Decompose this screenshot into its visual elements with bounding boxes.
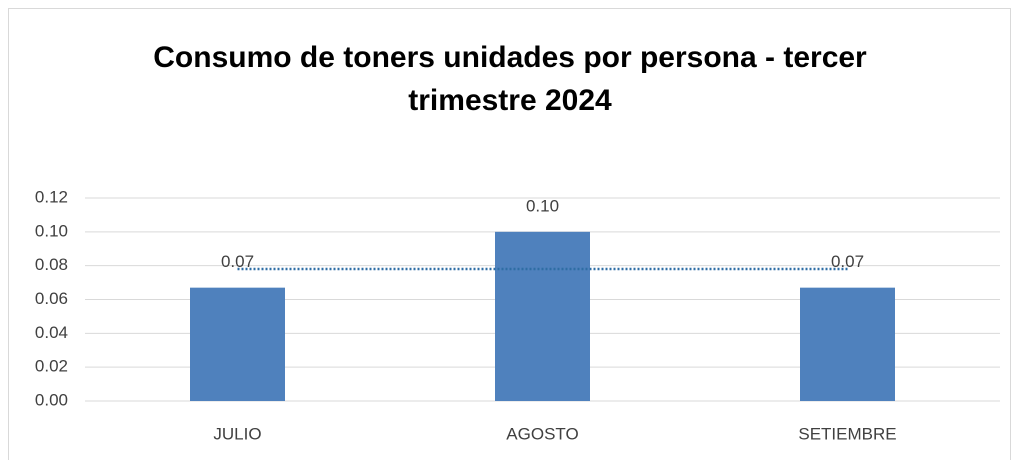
y-tick-label: 0.06 [35, 289, 68, 308]
data-label: 0.07 [831, 252, 864, 271]
y-tick-label: 0.00 [35, 390, 68, 409]
y-tick-label: 0.08 [35, 255, 68, 274]
x-tick-label: JULIO [213, 424, 261, 443]
y-tick-label: 0.02 [35, 357, 68, 376]
data-label: 0.10 [526, 196, 559, 215]
y-tick-label: 0.04 [35, 323, 68, 342]
chart-title: Consumo de toners unidades por persona -… [153, 41, 867, 117]
y-tick-label: 0.10 [35, 221, 68, 240]
bar [495, 231, 590, 401]
x-tick-label: SETIEMBRE [798, 424, 896, 443]
y-tick-label: 0.12 [35, 187, 68, 206]
bar [190, 287, 285, 401]
chart-border [8, 8, 1011, 460]
data-label: 0.07 [221, 252, 254, 271]
x-tick-label: AGOSTO [506, 424, 578, 443]
bar [800, 287, 895, 401]
